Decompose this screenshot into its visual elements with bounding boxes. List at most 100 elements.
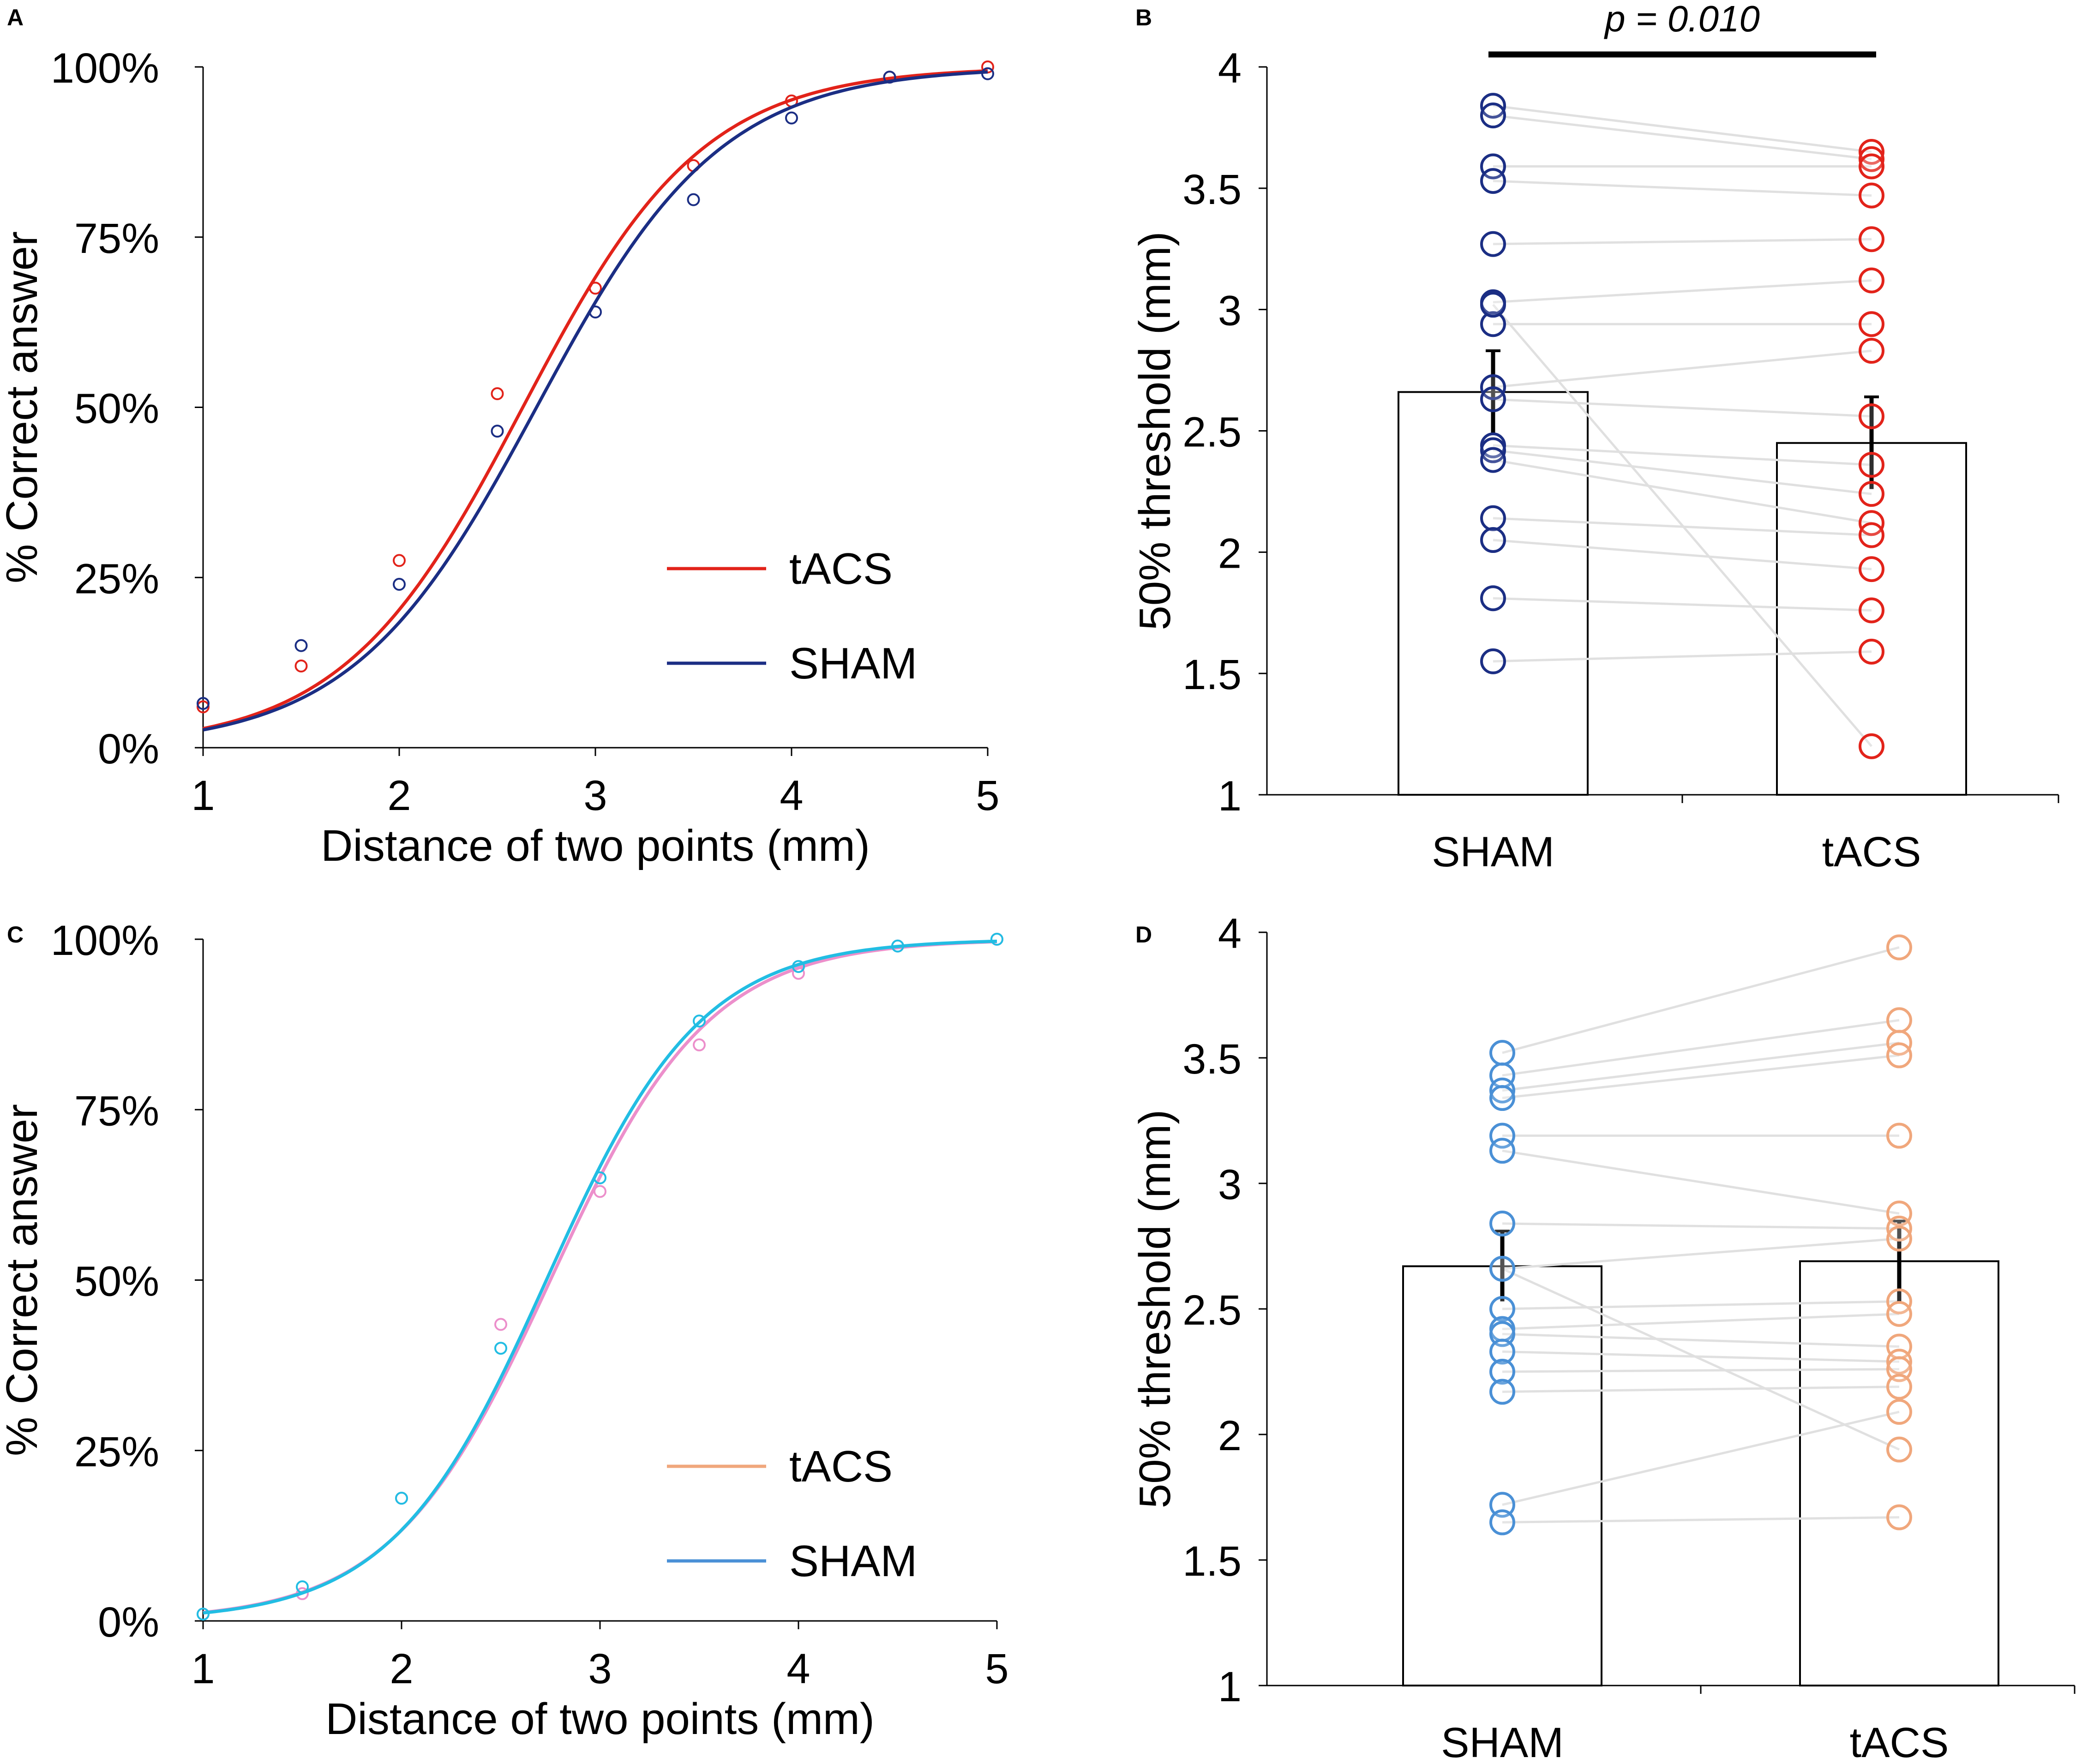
paired-line bbox=[1502, 1054, 1900, 1099]
subject-dot-tacs bbox=[1886, 1007, 1912, 1033]
subject-dot-sham bbox=[1489, 1338, 1515, 1365]
panel-b-letter: B bbox=[1135, 5, 1152, 30]
subject-dot-sham bbox=[1480, 585, 1506, 612]
panel-b: B 1 1.5 2 2.5 3 3.5 4 50% threshold (mm) SHAM tAC… bbox=[1130, 0, 2059, 876]
subject-dot-tacs bbox=[1859, 267, 1884, 294]
subject-dot-sham bbox=[1480, 292, 1506, 318]
data-point-tacs bbox=[393, 554, 406, 567]
data-point-tacs bbox=[197, 700, 210, 714]
subject-dot-tacs bbox=[1859, 556, 1884, 582]
subject-dot-sham bbox=[1480, 447, 1506, 473]
y-tick-label: 75% bbox=[74, 1087, 159, 1134]
paired-line bbox=[1502, 1332, 1900, 1348]
subject-dot-tacs bbox=[1859, 226, 1884, 252]
subject-dot-sham bbox=[1480, 437, 1506, 463]
panel-a: A 0% 25% 50% 75% 100% 1 2 3 4 5 Distance of two po… bbox=[0, 5, 1000, 870]
paired-line bbox=[1493, 449, 1872, 495]
subject-dot-sham bbox=[1489, 1255, 1515, 1282]
y-tick-label: 50% bbox=[74, 385, 159, 432]
category-label-sham: SHAM bbox=[1441, 1719, 1564, 1764]
x-tick-label: 3 bbox=[588, 1645, 612, 1692]
subject-dot-tacs bbox=[1859, 638, 1884, 665]
subject-dot-tacs bbox=[1859, 452, 1884, 478]
data-point-sham bbox=[981, 67, 994, 80]
paired-line bbox=[1492, 304, 1872, 747]
subject-dot-sham bbox=[1489, 1359, 1515, 1385]
x-tick-label: 4 bbox=[780, 772, 803, 819]
y-tick-label: 1.5 bbox=[1182, 651, 1242, 698]
subject-dot-tacs bbox=[1859, 338, 1884, 364]
x-tick-label: 5 bbox=[976, 772, 999, 819]
paired-line bbox=[1502, 1019, 1900, 1077]
y-tick-label: 3 bbox=[1218, 288, 1242, 335]
paired-line bbox=[1502, 1350, 1900, 1363]
y-tick-label: 100% bbox=[51, 917, 159, 964]
fit-curve-tacs bbox=[203, 69, 988, 731]
y-tick-label: 100% bbox=[51, 45, 159, 92]
panel-c: C 0% 25% 50% 75% 100% 1 2 3 4 5 Distance of two po… bbox=[0, 917, 1009, 1744]
subject-dot-sham bbox=[1480, 386, 1506, 413]
subject-dot-sham bbox=[1480, 648, 1506, 674]
subject-dot-sham bbox=[1480, 168, 1506, 194]
x-tick-label: 2 bbox=[387, 772, 411, 819]
data-point-tacs bbox=[594, 1185, 606, 1198]
data-point-tacs bbox=[294, 660, 308, 672]
legend-label-tacs: tACS bbox=[789, 544, 893, 594]
data-point-sham bbox=[197, 1608, 210, 1621]
y-tick-label: 4 bbox=[1218, 910, 1242, 957]
panel-d: D 1 1.5 2 2.5 3 3.5 4 50% threshold (mm) SHAM tAC… bbox=[1130, 910, 2076, 1764]
subject-dot-sham bbox=[1480, 311, 1506, 337]
y-axis-title: 50% threshold (mm) bbox=[1130, 231, 1180, 630]
y-axis-title: 50% threshold (mm) bbox=[1130, 1110, 1180, 1508]
subject-dot-sham bbox=[1489, 1296, 1515, 1322]
subject-dot-tacs bbox=[1859, 481, 1884, 507]
legend-label-tacs: tACS bbox=[789, 1442, 893, 1491]
paired-line bbox=[1502, 1313, 1900, 1331]
data-point-tacs bbox=[792, 966, 805, 980]
x-tick-label: 4 bbox=[786, 1645, 810, 1692]
data-point-tacs bbox=[494, 1318, 507, 1331]
data-point-sham bbox=[594, 1171, 606, 1184]
subject-dot-sham bbox=[1489, 1321, 1515, 1347]
data-point-sham bbox=[393, 578, 406, 591]
paired-line bbox=[1493, 459, 1872, 524]
y-axis-title: % Correct answer bbox=[0, 231, 47, 583]
subject-dot-tacs bbox=[1886, 1301, 1912, 1327]
category-label-tacs: tACS bbox=[1850, 1719, 1949, 1764]
y-axis-title: % Correct answer bbox=[0, 1104, 47, 1456]
subject-dot-tacs bbox=[1859, 311, 1884, 337]
paired-line bbox=[1501, 1267, 1900, 1451]
subject-dot-tacs bbox=[1859, 153, 1884, 180]
legend-label-sham: SHAM bbox=[789, 639, 917, 688]
x-tick-label: 1 bbox=[191, 1645, 215, 1692]
subject-dot-tacs bbox=[1886, 934, 1912, 960]
x-tick-label: 5 bbox=[985, 1645, 1008, 1692]
data-point-sham bbox=[990, 933, 1003, 946]
y-tick-label: 50% bbox=[74, 1258, 159, 1305]
paired-line bbox=[1493, 650, 1872, 663]
data-point-tacs bbox=[491, 387, 504, 400]
x-axis-title: Distance of two points (mm) bbox=[325, 1694, 875, 1744]
paired-line bbox=[1502, 1368, 1900, 1373]
bar-sham bbox=[1398, 391, 1589, 796]
subject-dot-tacs bbox=[1859, 522, 1884, 548]
paired-line bbox=[1502, 1041, 1900, 1092]
y-tick-label: 2.5 bbox=[1182, 1287, 1242, 1334]
subject-dot-tacs bbox=[1859, 733, 1884, 759]
subject-dot-tacs bbox=[1886, 1122, 1912, 1149]
legend-label-sham: SHAM bbox=[789, 1536, 917, 1586]
paired-line bbox=[1493, 349, 1872, 389]
subject-dot-sham bbox=[1489, 1509, 1515, 1536]
x-tick-label: 1 bbox=[191, 772, 215, 819]
bar-tacs bbox=[1776, 442, 1967, 796]
y-tick-label: 25% bbox=[74, 1428, 159, 1476]
data-point-sham bbox=[491, 425, 504, 438]
panel-c-letter: C bbox=[7, 922, 24, 948]
paired-line bbox=[1493, 114, 1872, 161]
subject-dot-tacs bbox=[1859, 182, 1884, 209]
paired-line bbox=[1493, 238, 1872, 246]
panel-d-letter: D bbox=[1135, 922, 1152, 948]
data-point-sham bbox=[494, 1342, 507, 1355]
subject-dot-tacs bbox=[1886, 1399, 1912, 1425]
subject-dot-sham bbox=[1480, 231, 1506, 257]
